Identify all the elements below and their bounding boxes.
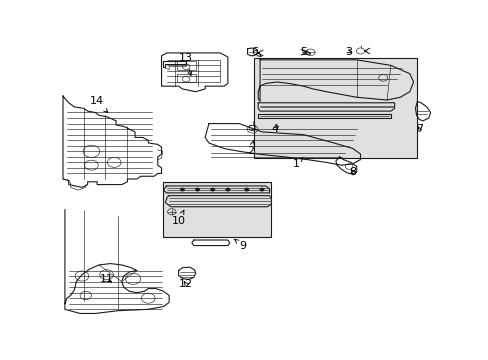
Circle shape [225,188,230,191]
Text: 6: 6 [250,46,261,57]
Bar [253,58,416,158]
Bar [163,182,271,237]
Bar [176,61,195,69]
Text: 1: 1 [292,158,303,169]
Text: 8: 8 [348,167,356,177]
Circle shape [180,188,184,191]
Text: 12: 12 [179,279,193,289]
Text: 4: 4 [271,124,278,134]
Circle shape [259,188,264,191]
Bar [176,74,195,82]
Text: 14: 14 [90,96,107,113]
Text: 9: 9 [234,239,246,251]
Text: 11: 11 [100,274,113,284]
Circle shape [210,188,215,191]
Text: 2: 2 [246,141,254,156]
Text: 10: 10 [171,210,185,226]
Text: 3: 3 [345,46,352,57]
Text: 7: 7 [415,124,422,134]
Circle shape [195,188,200,191]
Circle shape [244,188,248,191]
Text: 13: 13 [179,53,193,76]
Text: 5: 5 [300,46,310,57]
